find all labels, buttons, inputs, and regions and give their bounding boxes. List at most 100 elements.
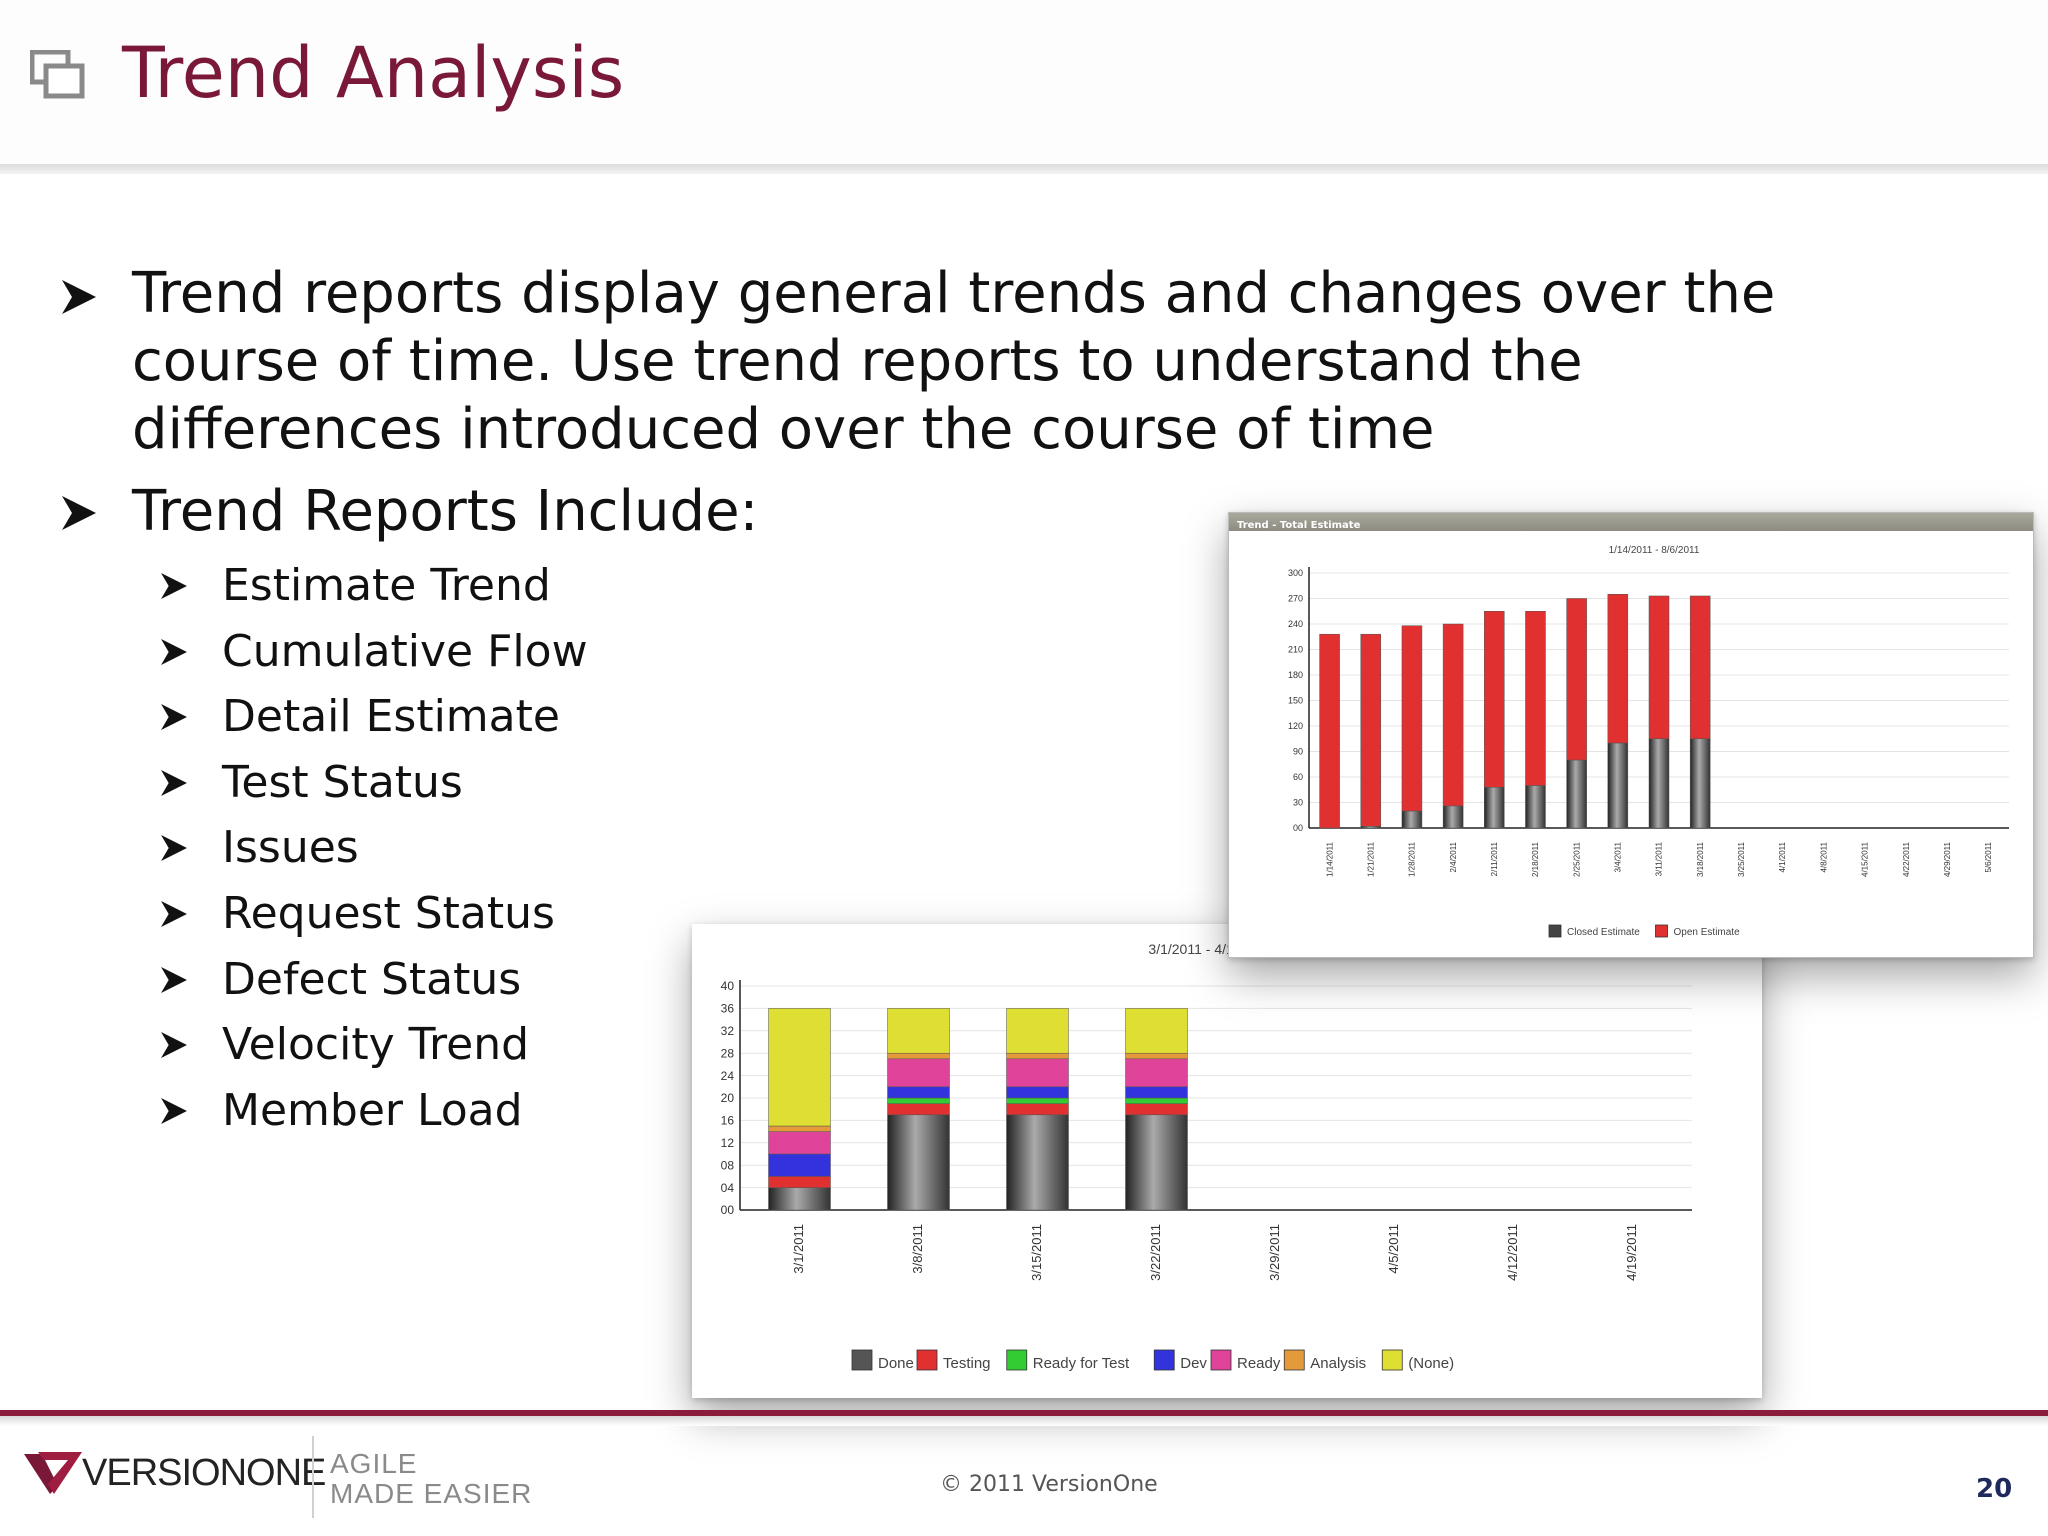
y-tick-label: 150 bbox=[1288, 696, 1303, 706]
x-tick-label: 2/4/2011 bbox=[1449, 841, 1458, 872]
bar-segment bbox=[1484, 611, 1505, 788]
bar-segment bbox=[887, 1058, 950, 1088]
legend-swatch bbox=[1210, 1349, 1232, 1371]
x-tick-label: 4/15/2011 bbox=[1861, 841, 1870, 877]
sub-bullet-item: Request Status bbox=[222, 888, 555, 939]
versionone-logo: VERSIONONE bbox=[82, 1452, 326, 1494]
bar-segment bbox=[887, 1114, 950, 1211]
bar-segment bbox=[1566, 598, 1587, 761]
bar-segment bbox=[1648, 595, 1670, 739]
bar-segment bbox=[1125, 1008, 1188, 1054]
bar-segment bbox=[1442, 623, 1464, 807]
bar-segment bbox=[1648, 738, 1670, 829]
bar-segment bbox=[768, 1176, 831, 1188]
x-tick-label: 3/29/2011 bbox=[1267, 1224, 1282, 1281]
arrow-bullet-icon bbox=[158, 701, 190, 733]
y-tick-label: 32 bbox=[721, 1024, 735, 1038]
legend-label: Done bbox=[878, 1355, 914, 1372]
x-tick-label: 1/21/2011 bbox=[1366, 841, 1375, 877]
bar-segment bbox=[1607, 742, 1629, 829]
x-tick-label: 3/25/2011 bbox=[1737, 841, 1746, 877]
y-tick-label: 16 bbox=[721, 1114, 735, 1128]
legend-swatch bbox=[1006, 1349, 1028, 1371]
x-tick-label: 4/19/2011 bbox=[1624, 1224, 1639, 1281]
slide-title: Trend Analysis bbox=[122, 32, 625, 114]
arrow-bullet-icon bbox=[158, 898, 190, 930]
y-tick-label: 40 bbox=[721, 979, 735, 993]
bar-segment bbox=[768, 1008, 831, 1127]
sub-bullet-item: Defect Status bbox=[222, 953, 522, 1005]
y-tick-label: 24 bbox=[721, 1069, 735, 1083]
x-tick-label: 3/1/2011 bbox=[791, 1224, 806, 1274]
page-number: 20 bbox=[1976, 1474, 2013, 1504]
cumulative-flow-chart-screenshot: 3/1/2011 - 4/19/2011 40 36 32 28 24 20 16 12 08 04… bbox=[692, 924, 1762, 1398]
x-tick-label: 4/12/2011 bbox=[1505, 1224, 1520, 1281]
bar-segment bbox=[768, 1131, 831, 1155]
windows-icon bbox=[30, 50, 85, 99]
bar-segment bbox=[1566, 759, 1587, 829]
legend-swatch bbox=[916, 1349, 938, 1371]
bar-segment bbox=[1525, 611, 1546, 786]
x-tick-label: 4/8/2011 bbox=[1819, 841, 1828, 872]
y-tick-label: 30 bbox=[1293, 798, 1303, 808]
bar-segment bbox=[887, 1086, 950, 1099]
bar-segment bbox=[887, 1052, 950, 1060]
bar-segment bbox=[1006, 1008, 1069, 1054]
y-tick-label: 00 bbox=[1293, 823, 1303, 833]
bar-segment bbox=[1442, 805, 1464, 829]
y-tick-label: 180 bbox=[1288, 670, 1303, 680]
bullet-trend-reports-include: Trend Reports Include: bbox=[132, 479, 759, 544]
chart-panel-header: Trend - Total Estimate bbox=[1229, 513, 2033, 531]
legend-swatch bbox=[851, 1349, 873, 1371]
y-tick-label: 28 bbox=[721, 1046, 735, 1060]
x-tick-label: 3/22/2011 bbox=[1148, 1224, 1163, 1281]
x-tick-label: 5/6/2011 bbox=[1984, 841, 1993, 872]
sub-bullet-item: Velocity Trend bbox=[222, 1019, 530, 1071]
estimate-trend-chart: 1/14/2011 - 8/6/2011 300 270 240 210 180 150 12… bbox=[1288, 545, 2009, 938]
bar-segment bbox=[1006, 1058, 1069, 1088]
bar-segment bbox=[1006, 1097, 1069, 1104]
legend-label: (None) bbox=[1408, 1355, 1454, 1372]
tagline-line2: MADE EASIER bbox=[330, 1478, 533, 1509]
arrow-bullet-icon bbox=[158, 767, 190, 799]
bar-segment bbox=[1006, 1086, 1069, 1099]
y-tick-label: 20 bbox=[721, 1091, 735, 1105]
x-tick-label: 2/25/2011 bbox=[1572, 841, 1581, 877]
arrow-bullet-icon bbox=[62, 496, 96, 530]
bar-segment bbox=[768, 1153, 831, 1177]
legend-label: Open Estimate bbox=[1674, 927, 1741, 938]
x-tick-label: 3/11/2011 bbox=[1655, 841, 1664, 876]
bar-segment bbox=[1125, 1097, 1188, 1104]
x-tick-label: 3/4/2011 bbox=[1614, 841, 1623, 872]
bar-segment bbox=[1125, 1052, 1188, 1060]
arrow-bullet-icon bbox=[158, 636, 190, 668]
bar-segment bbox=[1006, 1052, 1069, 1060]
logo-separator bbox=[312, 1436, 314, 1518]
sub-bullet-item: Test Status bbox=[222, 756, 463, 808]
y-tick-label: 04 bbox=[721, 1181, 735, 1195]
y-tick-label: 120 bbox=[1288, 721, 1303, 731]
x-tick-label: 4/29/2011 bbox=[1943, 841, 1952, 877]
sub-bullet-item: Member Load bbox=[222, 1084, 523, 1136]
legend-label: Ready bbox=[1237, 1355, 1281, 1372]
x-tick-label: 3/18/2011 bbox=[1696, 841, 1705, 877]
x-tick-label: 3/8/2011 bbox=[910, 1224, 925, 1274]
bar-segment bbox=[1360, 826, 1382, 829]
legend-label: Closed Estimate bbox=[1567, 927, 1640, 938]
versionone-logo-icon bbox=[24, 1452, 82, 1494]
bar-segment bbox=[1607, 594, 1629, 744]
x-tick-label: 1/28/2011 bbox=[1408, 841, 1417, 877]
tagline-line1: AGILE bbox=[330, 1448, 418, 1479]
y-tick-label: 90 bbox=[1293, 747, 1303, 757]
bar-segment bbox=[887, 1103, 950, 1116]
x-tick-label: 3/15/2011 bbox=[1029, 1224, 1044, 1281]
y-tick-label: 36 bbox=[721, 1002, 735, 1016]
copyright: © 2011 VersionOne bbox=[940, 1472, 1158, 1497]
y-tick-label: 00 bbox=[721, 1203, 735, 1217]
bar-segment bbox=[1360, 633, 1382, 827]
footer-divider bbox=[0, 1410, 2048, 1416]
bar-segment bbox=[1689, 595, 1711, 739]
footer-shadow bbox=[0, 1416, 2048, 1426]
x-tick-label: 2/18/2011 bbox=[1531, 841, 1540, 877]
arrow-bullet-icon bbox=[158, 570, 190, 602]
